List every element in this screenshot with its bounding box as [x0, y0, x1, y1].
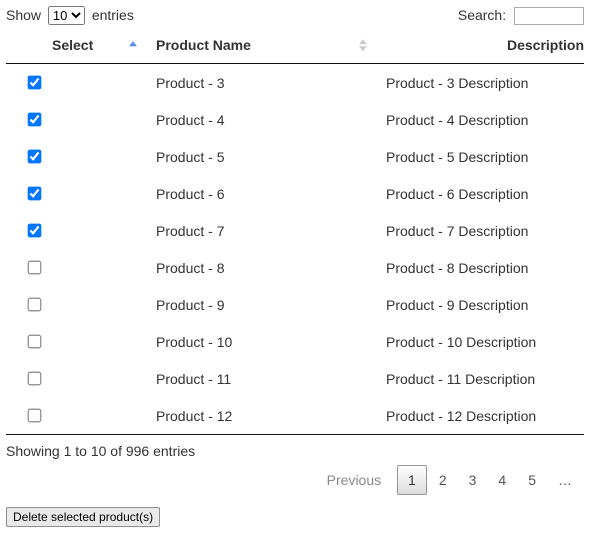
search-input[interactable] — [514, 7, 584, 25]
cell-description: Product - 8 Description — [376, 249, 584, 286]
table-row: Product - 12Product - 12 Description — [6, 397, 584, 434]
row-checkbox[interactable] — [28, 150, 42, 164]
delete-selected-button[interactable]: Delete selected product(s) — [6, 507, 160, 527]
row-checkbox[interactable] — [28, 187, 42, 201]
cell-description: Product - 6 Description — [376, 175, 584, 212]
table-body: Product - 3Product - 3 DescriptionProduc… — [6, 64, 584, 435]
cell-select — [6, 175, 146, 212]
table-info: Showing 1 to 10 of 996 entries — [6, 435, 584, 465]
cell-product-name: Product - 9 — [146, 286, 376, 323]
table-row: Product - 10Product - 10 Description — [6, 323, 584, 360]
cell-product-name: Product - 4 — [146, 101, 376, 138]
cell-description: Product - 5 Description — [376, 138, 584, 175]
cell-product-name: Product - 11 — [146, 360, 376, 397]
length-suffix: entries — [92, 7, 134, 23]
page-previous[interactable]: Previous — [317, 466, 391, 494]
cell-description: Product - 11 Description — [376, 360, 584, 397]
table-row: Product - 5Product - 5 Description — [6, 138, 584, 175]
page-3[interactable]: 3 — [459, 466, 487, 494]
table-row: Product - 4Product - 4 Description — [6, 101, 584, 138]
cell-product-name: Product - 10 — [146, 323, 376, 360]
cell-description: Product - 3 Description — [376, 64, 584, 102]
cell-product-name: Product - 5 — [146, 138, 376, 175]
table-row: Product - 3Product - 3 Description — [6, 64, 584, 102]
header-row: Select Product Name Description — [6, 29, 584, 64]
cell-description: Product - 9 Description — [376, 286, 584, 323]
search-label: Search: — [458, 7, 506, 23]
cell-select — [6, 286, 146, 323]
page-5[interactable]: 5 — [518, 466, 546, 494]
row-checkbox[interactable] — [28, 76, 42, 90]
row-checkbox[interactable] — [28, 113, 42, 127]
table-row: Product - 6Product - 6 Description — [6, 175, 584, 212]
page-ellipsis: … — [548, 466, 582, 494]
page-2[interactable]: 2 — [429, 466, 457, 494]
sort-both-icon — [358, 38, 368, 52]
row-checkbox[interactable] — [28, 335, 42, 349]
page-4[interactable]: 4 — [488, 466, 516, 494]
cell-select — [6, 101, 146, 138]
cell-select — [6, 212, 146, 249]
cell-description: Product - 10 Description — [376, 323, 584, 360]
cell-product-name: Product - 3 — [146, 64, 376, 102]
cell-description: Product - 12 Description — [376, 397, 584, 434]
row-checkbox[interactable] — [28, 298, 42, 312]
header-desc-label: Description — [507, 37, 584, 53]
cell-product-name: Product - 7 — [146, 212, 376, 249]
length-prefix: Show — [6, 7, 41, 23]
cell-product-name: Product - 8 — [146, 249, 376, 286]
header-description[interactable]: Description — [376, 29, 584, 64]
length-select[interactable]: 10 — [48, 6, 85, 25]
length-menu: Show 10 entries — [6, 6, 134, 25]
cell-description: Product - 7 Description — [376, 212, 584, 249]
pagination: Previous 12345… — [6, 465, 584, 507]
table-row: Product - 9Product - 9 Description — [6, 286, 584, 323]
page-1[interactable]: 1 — [397, 465, 427, 495]
row-checkbox[interactable] — [28, 372, 42, 386]
cell-select — [6, 360, 146, 397]
cell-select — [6, 397, 146, 434]
cell-description: Product - 4 Description — [376, 101, 584, 138]
search-filter: Search: — [458, 7, 584, 25]
table-controls-top: Show 10 entries Search: — [6, 6, 584, 25]
header-product-name[interactable]: Product Name — [146, 29, 376, 64]
cell-product-name: Product - 6 — [146, 175, 376, 212]
cell-select — [6, 323, 146, 360]
cell-select — [6, 249, 146, 286]
cell-select — [6, 138, 146, 175]
table-row: Product - 7Product - 7 Description — [6, 212, 584, 249]
header-name-label: Product Name — [156, 37, 251, 53]
cell-select — [6, 64, 146, 102]
sort-asc-icon — [128, 38, 138, 52]
cell-product-name: Product - 12 — [146, 397, 376, 434]
table-row: Product - 8Product - 8 Description — [6, 249, 584, 286]
products-table: Select Product Name Description Product … — [6, 29, 584, 434]
row-checkbox[interactable] — [28, 224, 42, 238]
header-select-label: Select — [52, 37, 93, 53]
row-checkbox[interactable] — [28, 261, 42, 275]
row-checkbox[interactable] — [28, 409, 42, 423]
table-row: Product - 11Product - 11 Description — [6, 360, 584, 397]
header-select[interactable]: Select — [6, 29, 146, 64]
